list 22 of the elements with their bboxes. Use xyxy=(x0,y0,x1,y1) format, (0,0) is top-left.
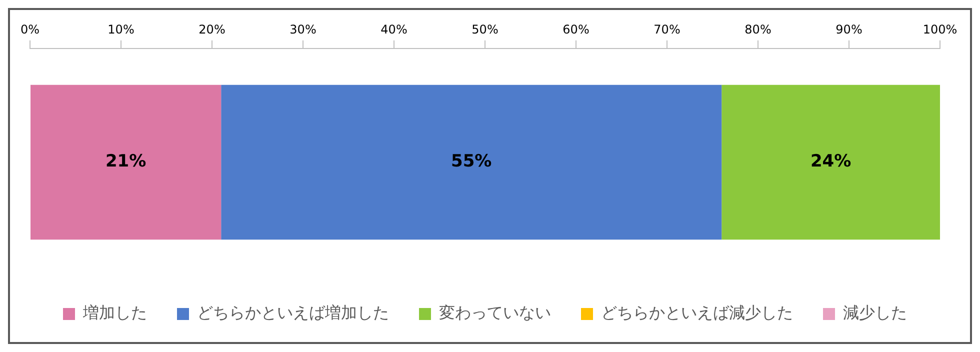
legend-label: 減少した xyxy=(843,303,907,322)
legend-label: 変わっていない xyxy=(439,303,551,322)
bar xyxy=(722,84,940,240)
x-tick-label: 50% xyxy=(472,22,498,36)
x-tick-label: 0% xyxy=(20,22,40,36)
x-tick-label: 80% xyxy=(744,22,772,36)
x-tick-label: 100% xyxy=(922,22,958,36)
x-tick-label: 20% xyxy=(198,22,226,36)
legend-label: どちらかといえば減少した xyxy=(601,303,793,322)
x-tick-label: 90% xyxy=(836,22,862,36)
data-label: 24% xyxy=(810,152,852,172)
x-tick-label: 10% xyxy=(108,22,134,36)
x-tick-label: 60% xyxy=(562,22,590,36)
data-label: 55% xyxy=(451,152,492,172)
x-tick-label: 40% xyxy=(380,22,408,36)
legend-label: 増加した xyxy=(82,303,147,322)
x-tick-label: 70% xyxy=(654,22,680,36)
bar xyxy=(30,84,222,240)
data-label: 21% xyxy=(105,152,146,172)
legend-label: どちらかといえば増加した xyxy=(197,303,389,322)
bar xyxy=(221,84,722,240)
x-tick-label: 30% xyxy=(290,22,316,36)
